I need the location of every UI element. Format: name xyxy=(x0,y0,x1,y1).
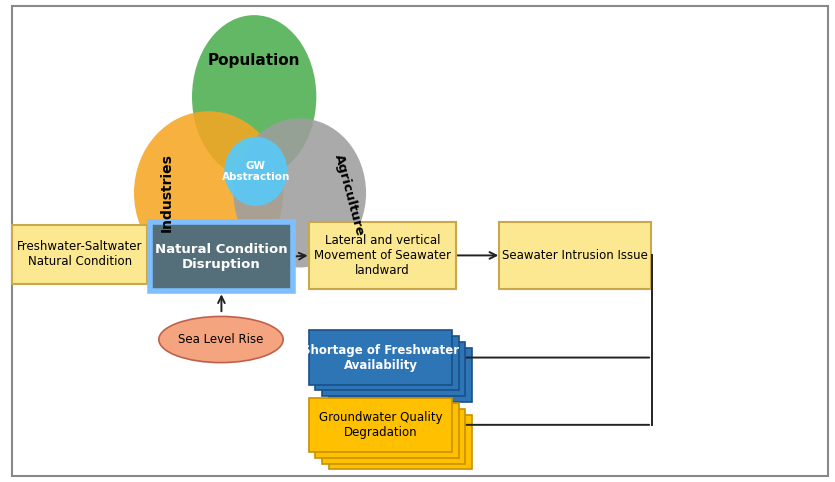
Text: Agriculture: Agriculture xyxy=(332,153,367,238)
FancyBboxPatch shape xyxy=(13,225,147,284)
Text: Freshwater-Saltwater
Natural Condition: Freshwater-Saltwater Natural Condition xyxy=(17,240,143,268)
Text: Shortage of Freshwater
Availability: Shortage of Freshwater Availability xyxy=(302,344,459,372)
FancyBboxPatch shape xyxy=(322,342,465,396)
FancyBboxPatch shape xyxy=(322,409,465,464)
Text: Industries: Industries xyxy=(160,153,175,232)
Text: Natural Condition
Disruption: Natural Condition Disruption xyxy=(155,242,288,270)
FancyBboxPatch shape xyxy=(309,222,457,289)
FancyBboxPatch shape xyxy=(316,336,459,390)
Ellipse shape xyxy=(234,119,366,268)
FancyBboxPatch shape xyxy=(309,330,453,385)
FancyBboxPatch shape xyxy=(13,6,827,476)
Text: Groundwater Quality
Degradation: Groundwater Quality Degradation xyxy=(319,411,443,439)
Text: GW
Abstraction: GW Abstraction xyxy=(221,161,290,182)
Text: Lateral and vertical
Movement of Seawater
landward: Lateral and vertical Movement of Seawate… xyxy=(314,234,451,277)
FancyBboxPatch shape xyxy=(499,222,651,289)
Text: Sea Level Rise: Sea Level Rise xyxy=(179,333,264,346)
FancyBboxPatch shape xyxy=(309,398,453,452)
Ellipse shape xyxy=(159,317,283,362)
FancyBboxPatch shape xyxy=(149,222,293,291)
Text: Population: Population xyxy=(208,54,301,68)
FancyBboxPatch shape xyxy=(316,403,459,458)
FancyBboxPatch shape xyxy=(329,348,472,402)
Ellipse shape xyxy=(134,111,283,275)
Ellipse shape xyxy=(192,15,316,178)
Text: Seawater Intrusion Issue: Seawater Intrusion Issue xyxy=(503,249,648,262)
Ellipse shape xyxy=(225,137,287,206)
FancyBboxPatch shape xyxy=(329,415,472,469)
